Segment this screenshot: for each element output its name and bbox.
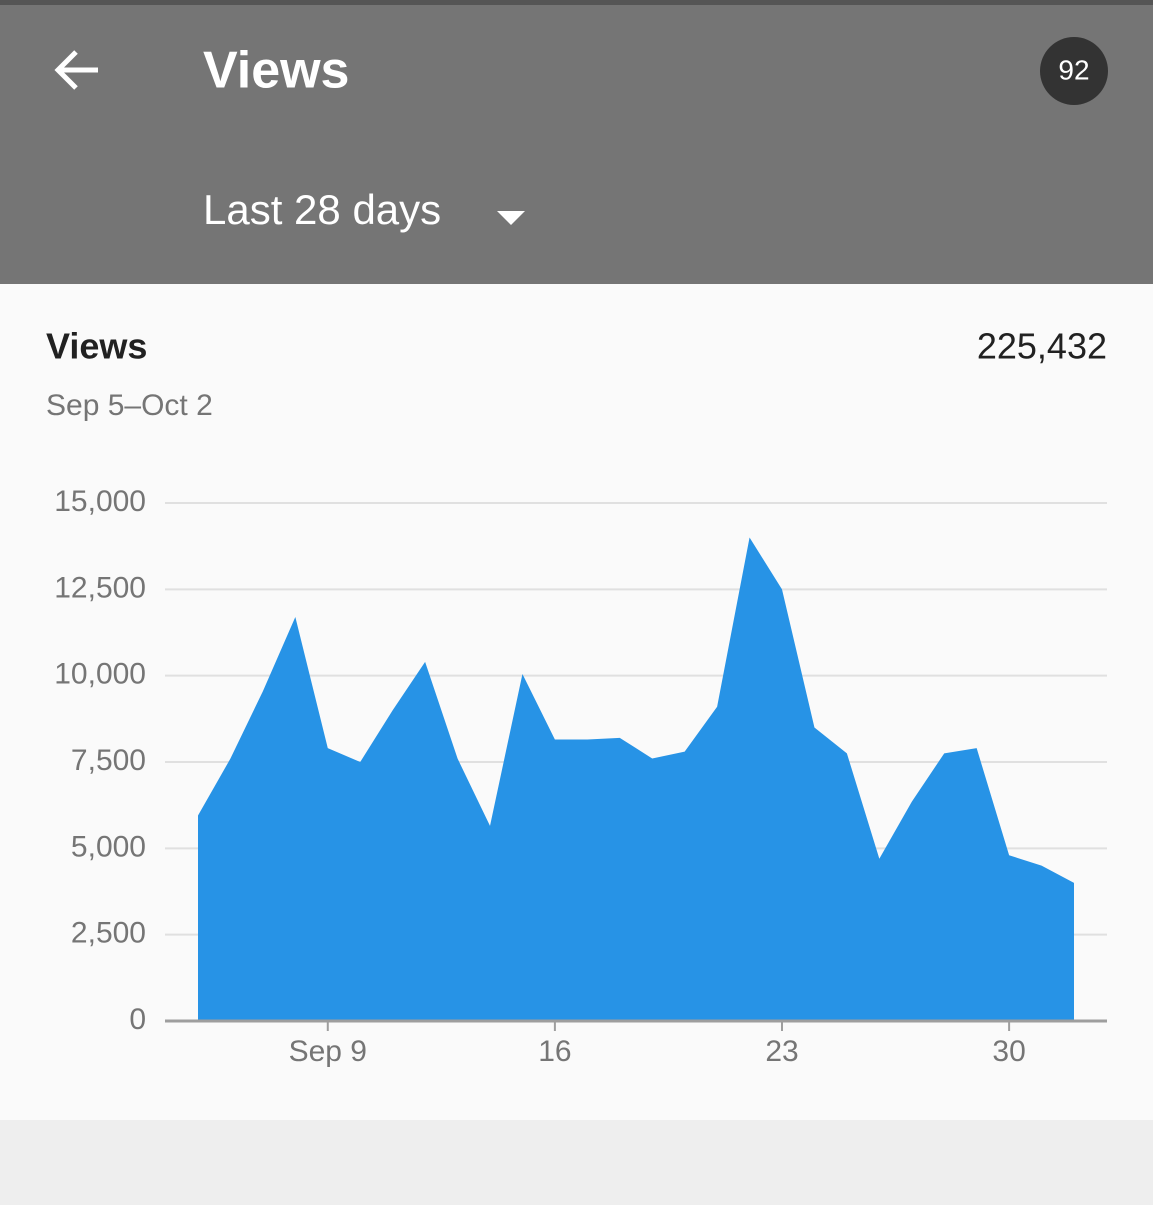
back-arrow bbox=[54, 50, 98, 90]
y-tick-label: 2,500 bbox=[71, 917, 146, 950]
status-edge bbox=[0, 0, 1153, 5]
y-tick-label: 7,500 bbox=[71, 744, 146, 777]
y-tick-label: 15,000 bbox=[54, 485, 146, 518]
card-dates: Sep 5–Oct 2 bbox=[46, 389, 213, 422]
dropdown-icon bbox=[497, 211, 525, 225]
x-tick-label: Sep 9 bbox=[289, 1035, 367, 1068]
y-tick-label: 0 bbox=[129, 1003, 146, 1036]
header-title: Views bbox=[203, 42, 349, 100]
account-badge[interactable]: 92 bbox=[1040, 37, 1108, 105]
y-tick-label: 12,500 bbox=[54, 571, 146, 604]
chart: 0 2,500 5,000 7,500 10,000 12,500 15,000 Sep 9 1… bbox=[54, 485, 1107, 1068]
x-tick-label: 30 bbox=[992, 1035, 1025, 1068]
app-bar bbox=[0, 0, 1153, 284]
badge-circle bbox=[1040, 37, 1108, 105]
range-label: Last 28 days bbox=[203, 186, 441, 233]
card-title: Views bbox=[46, 326, 147, 367]
back-button[interactable] bbox=[54, 50, 98, 90]
card-total: 225,432 bbox=[977, 326, 1107, 367]
x-tick-label: 23 bbox=[765, 1035, 798, 1068]
range-dropdown[interactable]: Last 28 days bbox=[203, 186, 525, 233]
y-tick-label: 10,000 bbox=[54, 658, 146, 691]
area bbox=[198, 537, 1074, 1021]
x-tick-label: 16 bbox=[538, 1035, 571, 1068]
y-tick-label: 5,000 bbox=[71, 830, 146, 863]
badge-text: 92 bbox=[1058, 54, 1089, 85]
